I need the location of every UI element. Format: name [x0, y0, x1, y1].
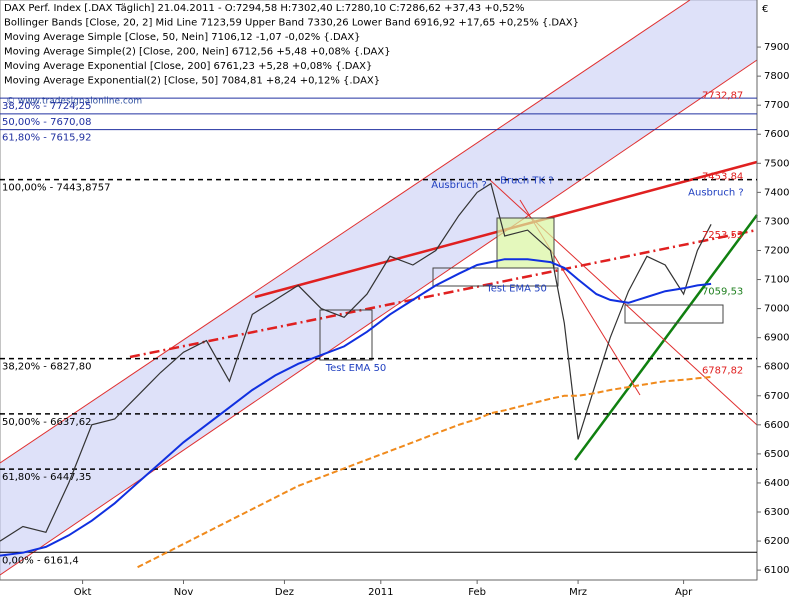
y-tick-label: 6200: [764, 536, 789, 547]
annotation: Test EMA 50: [485, 283, 547, 294]
x-tick-label: Dez: [275, 587, 294, 598]
annotation: 7253,53: [702, 230, 743, 241]
level-label: 100,00% - 7443,8757: [2, 183, 111, 194]
trend-line: [129, 228, 758, 359]
support-line: [573, 214, 759, 461]
annotation: 7732,87: [702, 91, 743, 102]
level-label: 61,80% - 7615,92: [2, 133, 91, 144]
level-label: 50,00% - 7670,08: [2, 117, 91, 128]
x-tick-label: 2011: [368, 587, 393, 598]
x-tick-label: Mrz: [569, 587, 587, 598]
level-label: 0,00% - 6161,4: [2, 555, 79, 566]
highlight-box: [319, 309, 373, 361]
annotation: Test EMA 50: [325, 363, 387, 374]
annotation: Ausbruch ?: [688, 187, 744, 198]
y-tick-label: 7700: [764, 100, 789, 111]
y-tick-label: 6100: [764, 565, 789, 576]
currency: €: [762, 4, 768, 15]
y-tick-label: 6600: [764, 420, 789, 431]
legend-line: Moving Average Simple [Close, 50, Nein] …: [4, 32, 361, 43]
x-tick-label: Apr: [675, 587, 693, 598]
legend-line: Moving Average Exponential [Close, 200] …: [4, 61, 372, 72]
annotation: 6787,82: [702, 365, 743, 376]
y-tick-label: 7300: [764, 216, 789, 227]
y-tick-label: 6900: [764, 333, 789, 344]
y-tick-label: 7500: [764, 158, 789, 169]
annotation: Ausbruch ?: [431, 180, 487, 191]
y-tick-label: 6800: [764, 362, 789, 373]
legend-line: Moving Average Simple(2) [Close, 200, Ne…: [4, 47, 391, 58]
x-tick-label: Okt: [74, 587, 92, 598]
y-tick-label: 6400: [764, 478, 789, 489]
y-tick-label: 7800: [764, 71, 789, 82]
series-line: [137, 375, 712, 569]
legend-line: Moving Average Exponential(2) [Close, 50…: [4, 76, 380, 87]
x-tick-label: Nov: [174, 587, 194, 598]
trend-channel: [0, 0, 757, 575]
channel-line: [0, 0, 691, 464]
level-label: 50,00% - 6637,62: [2, 417, 91, 428]
y-tick-label: 7200: [764, 245, 789, 256]
y-tick-label: 7900: [764, 42, 789, 53]
level-label: 61,80% - 6447,35: [2, 472, 91, 483]
highlight-box: [432, 267, 559, 287]
y-tick-label: 6500: [764, 449, 789, 460]
annotation: 7059,53: [702, 286, 743, 297]
y-tick-label: 6700: [764, 391, 789, 402]
level-label: 38,20% - 7724,25: [2, 101, 91, 112]
y-tick-label: 7600: [764, 129, 789, 140]
y-tick-label: 7000: [764, 304, 789, 315]
highlight-box: [624, 304, 724, 324]
annotation: Bruch TK ?: [500, 176, 553, 187]
legend-line: Bollinger Bands [Close, 20, 2] Mid Line …: [4, 18, 579, 29]
y-tick-label: 7100: [764, 275, 789, 286]
y-tick-label: 6300: [764, 507, 789, 518]
channel-line: [0, 59, 758, 576]
legend-line: DAX Perf. Index [.DAX Täglich] 21.04.201…: [4, 3, 524, 14]
series-line: [0, 258, 712, 557]
annotation: 7453,84: [702, 172, 743, 183]
series-line: [0, 182, 712, 542]
level-label: 38,20% - 6827,80: [2, 362, 91, 373]
y-tick-label: 7400: [764, 187, 789, 198]
watermark: © www.tradesignalonline.com: [6, 97, 142, 107]
x-tick-label: Feb: [468, 587, 486, 598]
